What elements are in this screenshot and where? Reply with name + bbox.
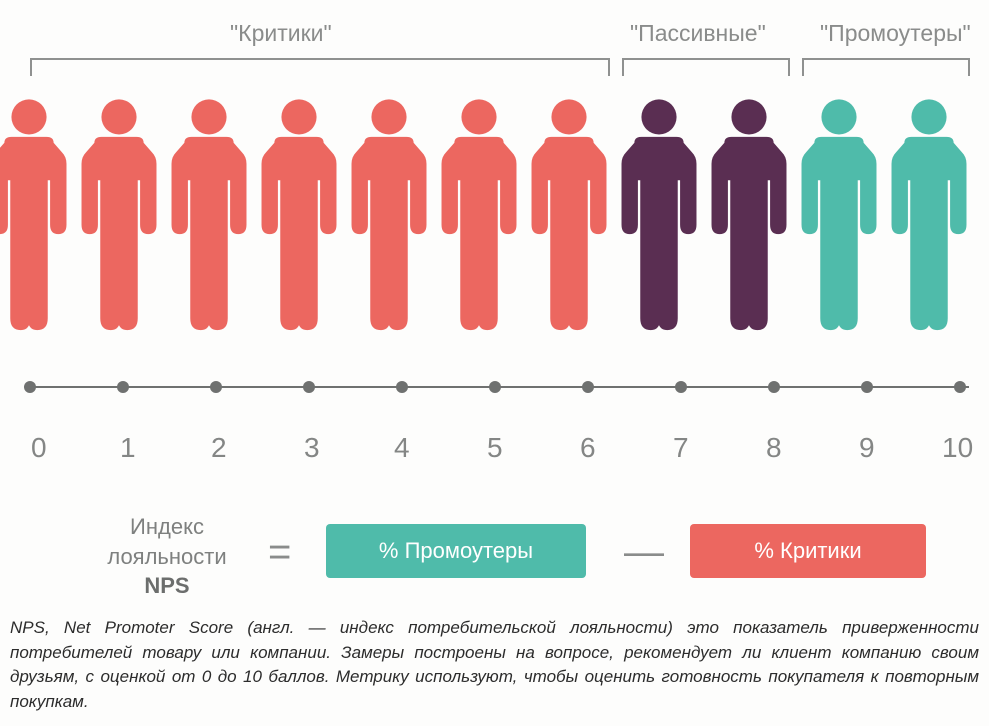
person-icon xyxy=(528,88,610,338)
scale-number: 5 xyxy=(487,432,503,464)
person-icon xyxy=(348,88,430,338)
scale-number: 2 xyxy=(211,432,227,464)
group-label-critics: "Критики" xyxy=(230,20,332,47)
promoters-box: % Промоутеры xyxy=(326,524,586,578)
scale-number: 6 xyxy=(580,432,596,464)
formula-line3: NPS xyxy=(144,573,189,598)
scale-dot xyxy=(954,381,966,393)
scale-dot xyxy=(24,381,36,393)
person-icon xyxy=(438,88,520,338)
promoters-box-text: % Промоутеры xyxy=(379,538,533,564)
scale-number: 9 xyxy=(859,432,875,464)
bracket-passives xyxy=(622,58,790,82)
scale-number: 1 xyxy=(120,432,136,464)
scale-dot xyxy=(396,381,408,393)
person-icon xyxy=(0,88,70,338)
scale-dot xyxy=(489,381,501,393)
group-label-passives: "Пассивные" xyxy=(630,20,766,47)
scale-dot xyxy=(210,381,222,393)
scale-number: 7 xyxy=(673,432,689,464)
minus-sign: — xyxy=(624,530,664,575)
scale-dot xyxy=(582,381,594,393)
person-icon xyxy=(78,88,160,338)
formula-line1: Индекс xyxy=(130,514,204,539)
scale-dot xyxy=(675,381,687,393)
critics-box-text: % Критики xyxy=(754,538,861,564)
scale-number: 0 xyxy=(31,432,47,464)
equals-sign: = xyxy=(268,530,291,575)
scale-number: 8 xyxy=(766,432,782,464)
person-icon xyxy=(168,88,250,338)
person-icon xyxy=(258,88,340,338)
formula-term-name: Индекс лояльности NPS xyxy=(92,512,242,601)
people-row xyxy=(0,88,989,358)
scale-dot xyxy=(117,381,129,393)
bracket-critics xyxy=(30,58,610,82)
caption-text: NPS, Net Promoter Score (англ. — индекс … xyxy=(10,616,979,715)
bracket-promoters xyxy=(802,58,970,82)
scale-dot xyxy=(861,381,873,393)
critics-box: % Критики xyxy=(690,524,926,578)
scale-axis xyxy=(30,378,969,398)
scale-number: 4 xyxy=(394,432,410,464)
person-icon xyxy=(708,88,790,338)
nps-infographic: "Критики" "Пассивные" "Промоутеры" xyxy=(0,0,989,726)
group-label-promoters: "Промоутеры" xyxy=(820,20,971,47)
scale-dot xyxy=(768,381,780,393)
scale-number: 3 xyxy=(304,432,320,464)
person-icon xyxy=(618,88,700,338)
scale-number: 10 xyxy=(942,432,973,464)
person-icon xyxy=(888,88,970,338)
formula-line2: лояльности xyxy=(107,544,226,569)
scale-dot xyxy=(303,381,315,393)
person-icon xyxy=(798,88,880,338)
